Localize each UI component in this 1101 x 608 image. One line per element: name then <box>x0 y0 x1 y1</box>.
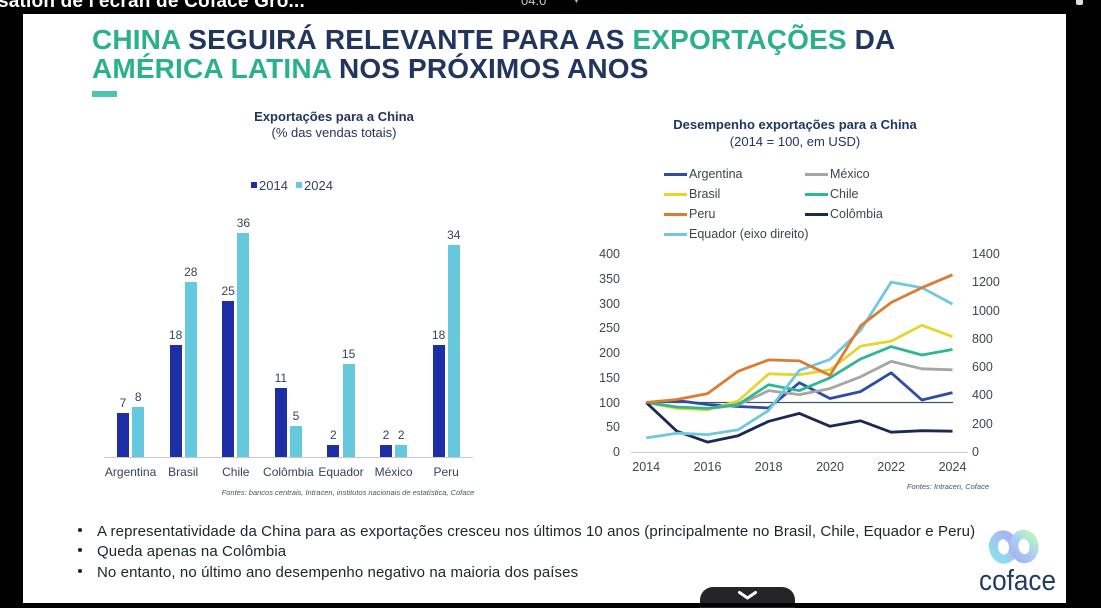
svg-text:coface: coface <box>979 565 1056 597</box>
